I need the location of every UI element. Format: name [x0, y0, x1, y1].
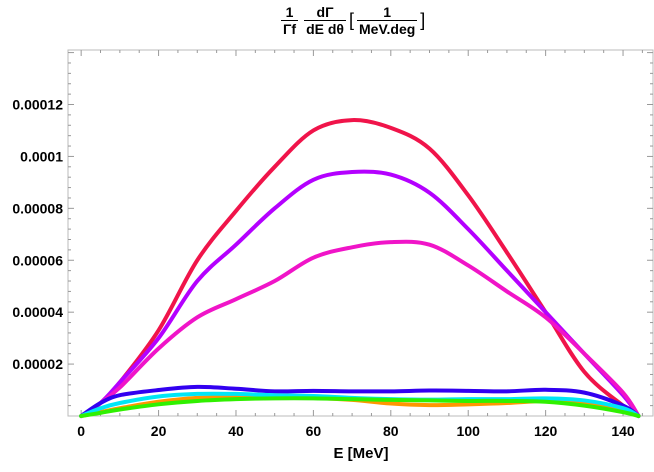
title-den3: MeV.deg — [357, 20, 418, 37]
series-line-2 — [79, 239, 641, 418]
y-tick-label: 0.0001 — [20, 148, 63, 164]
title-bracket-open: [ — [348, 10, 354, 30]
series-line-0 — [79, 118, 641, 418]
title-den1: Γf — [281, 20, 299, 37]
y-tick-label: 0.00012 — [12, 97, 63, 113]
x-tick-label: 20 — [151, 423, 167, 439]
series-line-6 — [79, 396, 641, 418]
y-tick-label: 0.00002 — [12, 356, 63, 372]
y-tick-label: 0.00004 — [12, 304, 63, 320]
x-tick-label: 40 — [228, 423, 244, 439]
series-line-3 — [79, 384, 641, 418]
title-den2: dE dθ — [304, 20, 346, 37]
y-tick-label: 0.00006 — [12, 252, 63, 268]
title-num3: 1 — [383, 4, 392, 20]
title-num2: dΓ — [316, 4, 334, 20]
title-bracket-close: ] — [420, 10, 426, 30]
plot-frame — [67, 49, 654, 417]
series-line-1 — [79, 169, 641, 418]
x-axis-label: E [MeV] — [333, 445, 388, 462]
x-tick-label: 140 — [611, 423, 635, 439]
y-tick-label: 0.00008 — [12, 200, 63, 216]
x-tick-label: 60 — [306, 423, 322, 439]
x-tick-label: 120 — [534, 423, 558, 439]
x-tick-label: 100 — [457, 423, 481, 439]
chart-title: 1 Γf dΓ dE dθ [ 1 MeV.deg ] — [278, 4, 425, 37]
x-tick-label: 0 — [77, 423, 85, 439]
x-tick-label: 80 — [383, 423, 399, 439]
title-num1: 1 — [285, 4, 294, 20]
